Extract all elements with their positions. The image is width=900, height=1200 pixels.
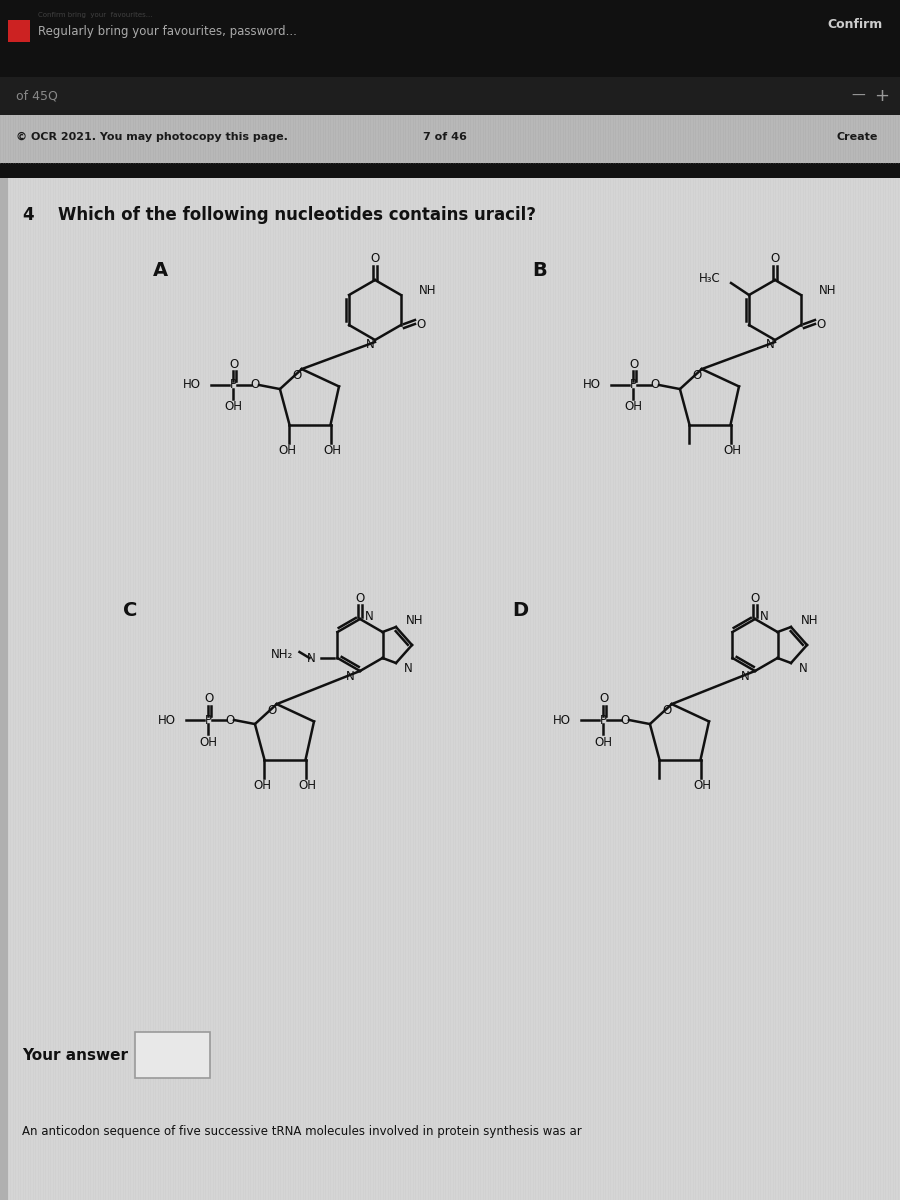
Text: —: —: [851, 89, 865, 103]
Text: N: N: [742, 671, 750, 684]
Text: P: P: [599, 714, 607, 726]
Text: O: O: [692, 368, 701, 382]
Text: O: O: [250, 378, 259, 391]
Bar: [0, 115, 900, 163]
Bar: [0, 178, 8, 1200]
Text: O: O: [651, 378, 660, 391]
Text: OH: OH: [594, 736, 612, 749]
Text: OH: OH: [694, 779, 712, 792]
Text: O: O: [356, 593, 364, 606]
Text: N: N: [307, 652, 316, 665]
Text: O: O: [267, 703, 276, 716]
Text: N: N: [365, 338, 374, 352]
Bar: [0, 178, 900, 1200]
Text: NH: NH: [406, 614, 424, 628]
Text: N: N: [766, 338, 774, 352]
Text: Regularly bring your favourites, password...: Regularly bring your favourites, passwor…: [38, 25, 297, 38]
Text: Confirm: Confirm: [827, 18, 883, 31]
Text: O: O: [204, 692, 213, 706]
Text: NH: NH: [419, 283, 436, 296]
Text: A: A: [152, 260, 167, 280]
Text: OH: OH: [199, 736, 217, 749]
Text: 7 of 46: 7 of 46: [423, 132, 467, 142]
Text: O: O: [292, 368, 302, 382]
Bar: [0, 77, 900, 115]
Text: O: O: [599, 692, 608, 706]
Text: C: C: [122, 600, 137, 619]
Text: O: O: [751, 593, 760, 606]
Text: HO: HO: [583, 378, 601, 391]
Text: NH: NH: [801, 614, 818, 628]
Text: OH: OH: [224, 401, 242, 414]
Text: HO: HO: [553, 714, 571, 726]
Text: OH: OH: [278, 444, 296, 457]
Text: 4: 4: [22, 206, 33, 224]
Text: O: O: [816, 318, 825, 330]
Text: Confirm bring  your  favourites...: Confirm bring your favourites...: [38, 12, 152, 18]
Text: N: N: [760, 611, 769, 624]
Text: Your answer: Your answer: [22, 1048, 128, 1062]
Text: D: D: [512, 600, 528, 619]
Text: Which of the following nucleotides contains uracil?: Which of the following nucleotides conta…: [58, 206, 536, 224]
Text: NH: NH: [819, 283, 836, 296]
Text: NH₂: NH₂: [271, 648, 293, 660]
Text: O: O: [225, 714, 235, 726]
Text: An anticodon sequence of five successive tRNA molecules involved in protein synt: An anticodon sequence of five successive…: [22, 1126, 581, 1139]
Text: O: O: [629, 358, 639, 371]
Text: O: O: [770, 252, 779, 264]
Bar: [8, 20, 30, 42]
Text: O: O: [662, 703, 671, 716]
Text: O: O: [417, 318, 426, 330]
Text: H₃C: H₃C: [699, 272, 721, 286]
Text: of 45: of 45: [16, 90, 48, 102]
Text: P: P: [629, 378, 636, 391]
Bar: [0, 163, 900, 178]
Text: OH: OH: [324, 444, 342, 457]
Text: B: B: [533, 260, 547, 280]
Text: P: P: [230, 378, 237, 391]
Text: Q: Q: [47, 90, 57, 102]
Text: N: N: [404, 661, 413, 674]
FancyBboxPatch shape: [135, 1032, 210, 1078]
Text: OH: OH: [624, 401, 642, 414]
Text: O: O: [230, 358, 238, 371]
Text: O: O: [371, 252, 380, 264]
Text: HO: HO: [183, 378, 201, 391]
Text: Create: Create: [837, 132, 878, 142]
Text: N: N: [365, 611, 374, 624]
Text: © OCR 2021. You may photocopy this page.: © OCR 2021. You may photocopy this page.: [16, 132, 288, 142]
Text: +: +: [875, 86, 889, 104]
Text: HO: HO: [158, 714, 176, 726]
Text: N: N: [799, 661, 808, 674]
Text: O: O: [620, 714, 630, 726]
Text: OH: OH: [724, 444, 742, 457]
Text: P: P: [204, 714, 212, 726]
Bar: [0, 0, 900, 115]
Text: N: N: [346, 671, 355, 684]
Text: OH: OH: [299, 779, 317, 792]
Text: OH: OH: [254, 779, 272, 792]
